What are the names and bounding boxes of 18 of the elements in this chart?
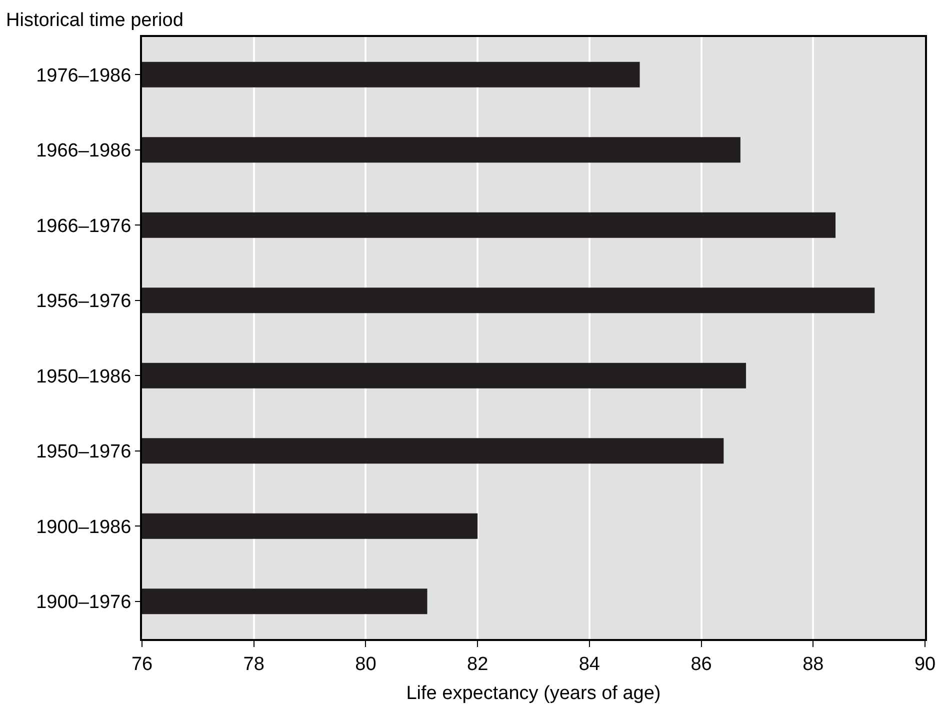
y-tick-label: 1900–1976 <box>36 592 132 614</box>
y-tick-label: 1956–1976 <box>36 291 132 312</box>
y-tick-label: 1966–1986 <box>36 140 132 162</box>
y-tick-label: 1950–1986 <box>36 366 132 388</box>
y-tick-label: 1976–1986 <box>36 65 132 86</box>
x-axis-title: Life expectancy (years of age) <box>406 683 661 704</box>
y-tick-label: 1900–1986 <box>36 516 132 538</box>
x-tick-label: 90 <box>914 654 936 675</box>
x-tick-label: 86 <box>690 654 712 675</box>
x-tick-label: 82 <box>467 654 488 675</box>
x-tick-label: 84 <box>578 654 600 675</box>
y-tick-label: 1950–1976 <box>36 442 132 463</box>
y-tick-label: 1966–1976 <box>36 216 132 237</box>
x-tick-label: 76 <box>131 654 153 675</box>
y-axis-title: Historical time period <box>6 10 184 31</box>
x-tick-label: 88 <box>802 654 824 675</box>
x-tick-label: 78 <box>243 654 264 675</box>
x-tick-label: 80 <box>355 654 376 675</box>
